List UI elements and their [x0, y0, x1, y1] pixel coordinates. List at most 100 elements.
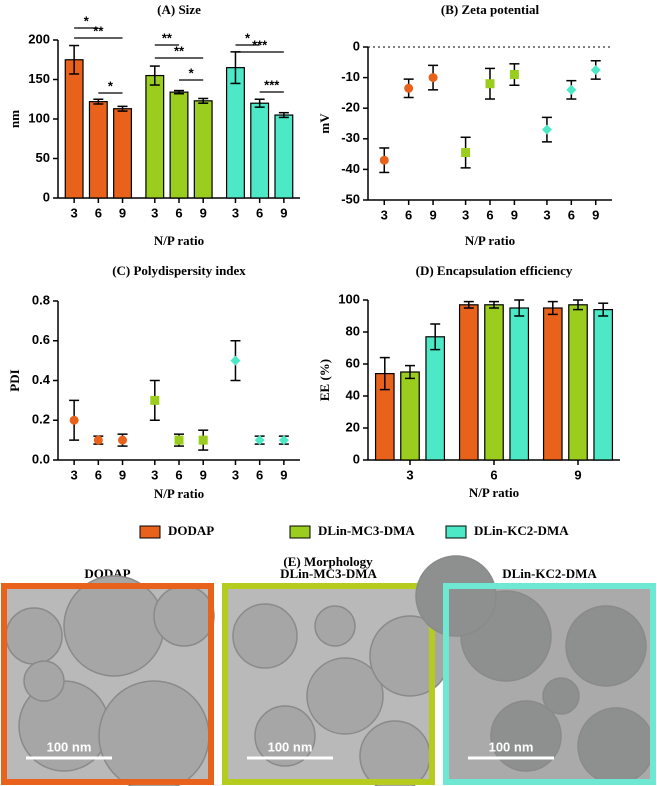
x-tick-label: 9	[119, 205, 126, 220]
sig-label: *	[245, 30, 251, 45]
y-axis-label: mV	[317, 113, 332, 134]
error-bar	[93, 98, 104, 105]
particle	[306, 657, 384, 735]
point	[590, 64, 601, 75]
x-tick-label: 9	[280, 467, 287, 482]
point	[174, 435, 184, 445]
error-bar	[379, 356, 390, 391]
y-axis-label: PDI	[7, 369, 22, 391]
error-bar	[547, 300, 558, 316]
x-axis-label: N/P ratio	[465, 233, 515, 248]
point	[69, 415, 79, 425]
x-tick-label: 3	[406, 467, 413, 482]
bar	[593, 309, 614, 461]
x-tick-label: 3	[151, 467, 158, 482]
x-tick-label: 9	[511, 207, 518, 222]
error-bar	[69, 44, 80, 75]
x-tick-label: 6	[568, 207, 575, 222]
x-tick-label: 3	[232, 467, 239, 482]
error-bar	[198, 97, 209, 104]
sig-label: *	[108, 78, 114, 93]
x-axis-label: N/P ratio	[154, 233, 204, 248]
chart-title: (D) Encapsulation efficiency	[416, 263, 573, 278]
x-tick-label: 9	[200, 205, 207, 220]
micrograph: 100 nm	[1, 575, 215, 786]
point	[461, 148, 471, 158]
y-tick-label: 100	[338, 291, 360, 306]
x-tick-label: 6	[486, 207, 493, 222]
particle	[490, 700, 562, 772]
x-tick-label: 6	[175, 205, 182, 220]
y-tick-label: 60	[346, 355, 360, 370]
image-label: DLin-MC3-DMA	[280, 566, 377, 581]
bar	[113, 108, 133, 199]
y-tick-label: 150	[28, 71, 50, 86]
scale-bar-label: 100 nm	[489, 739, 534, 754]
y-tick-label: 0	[43, 189, 50, 204]
bar	[458, 304, 479, 461]
bar	[145, 74, 165, 199]
y-axis-label: EE (%)	[317, 359, 332, 401]
point	[93, 435, 103, 445]
x-tick-label: 3	[543, 207, 550, 222]
sig-label: ***	[264, 77, 280, 92]
legend-swatch	[139, 525, 161, 539]
particle	[314, 605, 356, 647]
y-tick-label: 0	[353, 38, 360, 53]
y-tick-label: 0	[353, 451, 360, 466]
particle	[415, 555, 497, 637]
point	[379, 155, 389, 165]
x-tick-label: 3	[71, 205, 78, 220]
y-tick-label: 0.4	[32, 372, 51, 387]
x-tick-label: 3	[232, 205, 239, 220]
bar	[193, 100, 213, 199]
particle	[63, 575, 165, 677]
particle	[359, 720, 431, 786]
particle	[254, 705, 316, 767]
error-bar	[174, 89, 184, 95]
error-bar	[405, 364, 415, 380]
x-tick-label: 6	[95, 467, 102, 482]
legend-label: DLin-MC3-DMA	[318, 523, 415, 538]
point	[254, 435, 265, 446]
error-bar	[489, 300, 499, 309]
sig-label: ***	[252, 37, 268, 52]
error-bar	[149, 65, 160, 86]
point	[566, 84, 577, 95]
x-tick-label: 3	[381, 207, 388, 222]
y-tick-label: 0.0	[32, 451, 50, 466]
point	[404, 83, 414, 93]
bar	[88, 101, 108, 199]
y-tick-label: 20	[346, 419, 360, 434]
point	[230, 355, 241, 366]
y-tick-label: -20	[341, 100, 360, 115]
sig-label: **	[93, 23, 104, 38]
x-tick-label: 9	[280, 205, 287, 220]
sig-label: **	[162, 30, 173, 45]
x-tick-label: 3	[462, 207, 469, 222]
error-bar	[254, 98, 265, 108]
sig-label: *	[84, 13, 90, 28]
x-axis-label: N/P ratio	[469, 485, 519, 500]
point	[428, 73, 438, 83]
legend-swatch	[289, 525, 311, 539]
x-tick-label: 3	[71, 467, 78, 482]
y-tick-label: -40	[341, 161, 360, 176]
particle	[232, 603, 298, 669]
micrograph-border	[1, 583, 214, 785]
x-axis-label: N/P ratio	[154, 486, 204, 501]
particle	[23, 660, 65, 702]
morphology-title: (E) Morphology	[283, 554, 373, 569]
scale-bar-label: 100 nm	[268, 739, 313, 754]
bar	[484, 304, 504, 461]
legend-swatch	[445, 525, 467, 539]
y-tick-label: -30	[341, 130, 360, 145]
micrograph-border	[443, 583, 656, 785]
error-bar	[117, 105, 128, 112]
error-bar	[573, 299, 583, 311]
point	[278, 435, 289, 446]
x-tick-label: 6	[405, 207, 412, 222]
x-tick-label: 9	[429, 207, 436, 222]
point	[485, 79, 495, 89]
